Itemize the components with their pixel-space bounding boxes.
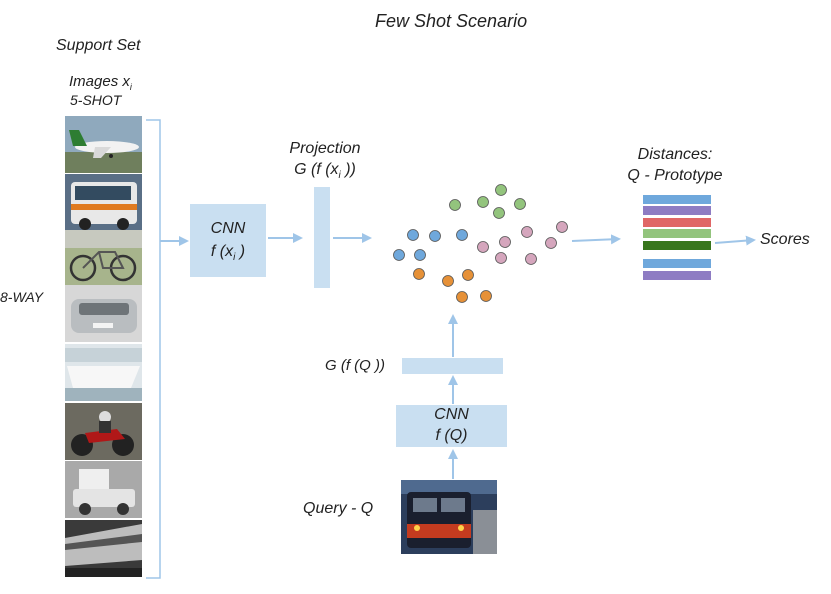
distance-bar — [643, 218, 711, 227]
support-image-truck — [65, 461, 142, 518]
distance-bar — [643, 229, 711, 238]
diagram-title: Few Shot Scenario — [375, 11, 528, 31]
embedding-point-orange — [462, 269, 474, 281]
distance-bar — [643, 206, 711, 215]
support-image-bus — [65, 174, 142, 231]
query-label: Query - Q — [303, 500, 374, 517]
embedding-point-pink — [545, 237, 557, 249]
shot-label: 5-SHOT — [70, 92, 122, 108]
embedding-point-green — [449, 199, 461, 211]
distance-bar — [643, 259, 711, 268]
support-set-label: Support Set — [56, 37, 141, 54]
cnn-query-box — [396, 405, 507, 447]
projection-line1: Projection — [289, 140, 361, 157]
embedding-point-pink — [525, 253, 537, 265]
support-set-bracket — [146, 119, 161, 579]
embedding-point-pink — [521, 226, 533, 238]
embedding-point-blue — [407, 229, 419, 241]
query-projection-bar — [402, 358, 503, 374]
projection-line2: G (f (xi )) — [294, 161, 356, 182]
support-image-boat — [65, 344, 142, 401]
embedding-point-green — [477, 196, 489, 208]
embedding-point-pink — [495, 252, 507, 264]
embedding-point-pink — [477, 241, 489, 253]
support-image-airplane — [65, 116, 142, 173]
embedding-point-green — [514, 198, 526, 210]
cnn-support-line1: CNN — [210, 220, 246, 237]
support-image-motorcycle — [65, 403, 142, 460]
embedding-point-orange — [456, 291, 468, 303]
embedding-point-orange — [442, 275, 454, 287]
cnn-support-line2: f (xi ) — [210, 243, 246, 264]
support-image-car — [65, 285, 142, 342]
cnn-query-line1: CNN — [434, 406, 469, 423]
embedding-point-orange — [413, 268, 425, 280]
distances-line2: Q - Prototype — [627, 167, 723, 184]
support-image-train — [65, 520, 142, 577]
distance-bar — [643, 195, 711, 204]
embedding-point-pink — [556, 221, 568, 233]
scores-label: Scores — [760, 231, 810, 248]
distances-line1: Distances: — [637, 146, 713, 163]
arrow-embedding-to-distances — [571, 234, 621, 245]
embedding-point-blue — [429, 230, 441, 242]
embedding-point-pink — [499, 236, 511, 248]
query-projection-label: G (f (Q )) — [325, 357, 385, 374]
embedding-points — [393, 184, 568, 303]
distance-bar — [643, 271, 711, 280]
embedding-point-green — [493, 207, 505, 219]
way-label: 8-WAY — [0, 289, 44, 305]
projection-bar — [314, 187, 330, 288]
embedding-point-blue — [393, 249, 405, 261]
cnn-query-line2: f (Q) — [435, 427, 468, 444]
embedding-point-blue — [456, 229, 468, 241]
embedding-point-blue — [414, 249, 426, 261]
cnn-support-box — [190, 204, 266, 277]
images-label: Images xi — [69, 73, 132, 92]
arrow-distances-to-scores — [714, 235, 756, 246]
query-image — [401, 480, 497, 554]
distance-bar — [643, 241, 711, 250]
support-image-bicycle — [65, 230, 142, 287]
embedding-point-green — [495, 184, 507, 196]
embedding-point-orange — [480, 290, 492, 302]
